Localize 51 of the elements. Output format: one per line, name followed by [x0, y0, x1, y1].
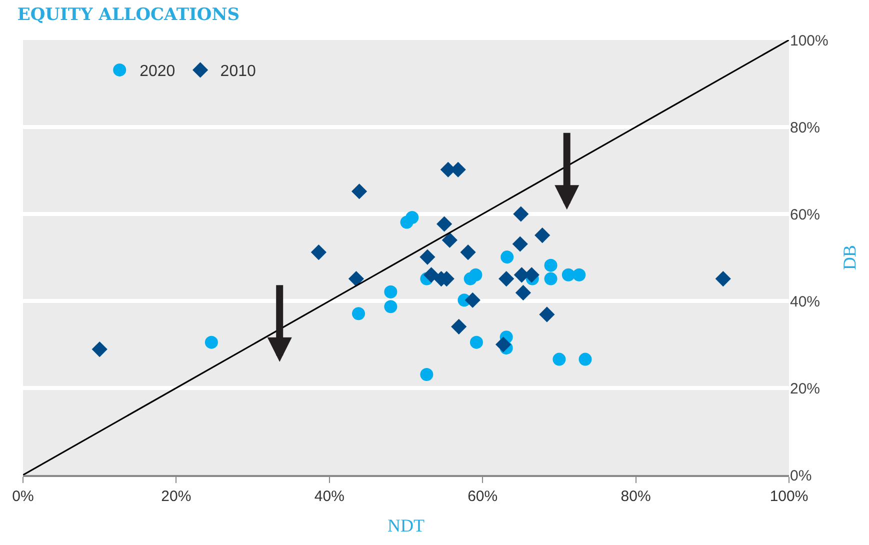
point: [352, 307, 366, 320]
point: [552, 352, 566, 366]
y-axis-title: DB: [839, 244, 860, 270]
point: [204, 336, 218, 349]
point: [464, 292, 480, 308]
legend-label: 2010: [220, 63, 256, 80]
point: [562, 268, 575, 282]
point: [500, 250, 514, 264]
legend-label: 2020: [140, 63, 176, 80]
y-tick-label: 100%: [790, 32, 828, 50]
point: [515, 284, 531, 301]
point: [495, 336, 512, 352]
y-tick-label: 20%: [790, 380, 820, 398]
point: [92, 341, 108, 358]
point: [470, 336, 483, 349]
point: [578, 352, 592, 366]
point: [512, 236, 528, 252]
x-tick-label: 0%: [12, 488, 34, 505]
point: [420, 249, 436, 265]
point: [384, 285, 398, 298]
point: [442, 232, 458, 248]
point: [534, 228, 550, 244]
x-tick-label: 60%: [468, 488, 498, 505]
point: [572, 268, 586, 282]
x-axis-title: NDT: [388, 516, 424, 536]
point: [513, 206, 529, 222]
point: [384, 300, 398, 314]
x-tick-label: 40%: [314, 488, 344, 505]
point: [469, 268, 482, 282]
point: [310, 244, 326, 260]
point: [423, 267, 440, 283]
point: [715, 271, 731, 287]
point: [451, 318, 467, 334]
point: [544, 258, 558, 272]
point: [351, 184, 368, 200]
point: [544, 272, 558, 286]
chart-title: EQUITY ALLOCATIONS: [17, 5, 240, 26]
point: [348, 271, 364, 287]
point: [406, 210, 419, 224]
x-tick-label: 20%: [161, 488, 192, 505]
y-tick-label: 60%: [790, 206, 820, 224]
y-tick-label: 80%: [790, 119, 820, 136]
point: [460, 244, 476, 260]
point: [498, 271, 514, 287]
y-tick-label: 0%: [790, 467, 812, 484]
y-tick-label: 40%: [790, 293, 820, 310]
point: [539, 306, 555, 322]
point: [420, 368, 434, 382]
x-tick-label: 80%: [620, 488, 651, 505]
x-tick-label: 100%: [770, 488, 808, 505]
point: [436, 216, 452, 232]
